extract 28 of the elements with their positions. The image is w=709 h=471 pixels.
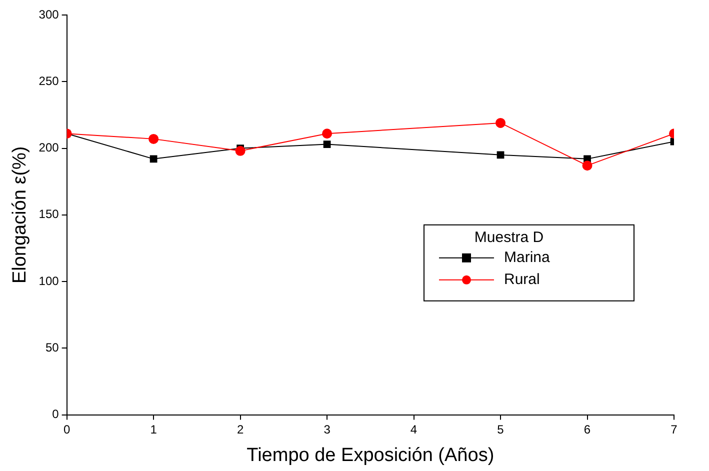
point xyxy=(582,160,592,171)
x-tick-label: 0 xyxy=(63,422,70,436)
point xyxy=(323,140,331,148)
y-tick-label: 250 xyxy=(38,74,60,88)
x-tick-label: 4 xyxy=(410,422,418,436)
x-tick-label: 1 xyxy=(150,422,158,436)
y-tick-label: 300 xyxy=(38,7,60,22)
y-tick-label: 50 xyxy=(45,340,60,354)
point xyxy=(496,151,504,159)
legend-label: Rural xyxy=(504,271,540,288)
y-axis-title: Elongación ε(%) xyxy=(10,146,31,284)
point xyxy=(496,118,506,128)
legend-title: Muestra D xyxy=(474,229,544,246)
y-tick-label: 200 xyxy=(38,140,60,155)
x-tick-label: 2 xyxy=(236,422,244,436)
y-tick-label: 0 xyxy=(52,407,60,422)
point xyxy=(148,134,159,144)
x-axis-title: Tiempo de Exposición (Años) xyxy=(246,444,494,466)
y-tick-label: 100 xyxy=(38,274,60,288)
legend-label: Marina xyxy=(504,249,551,266)
y-tick-label: 150 xyxy=(38,207,60,222)
x-tick-label: 7 xyxy=(670,422,678,436)
x-tick-label: 3 xyxy=(324,422,331,436)
x-tick-label: 5 xyxy=(497,422,504,436)
point xyxy=(235,146,246,156)
x-tick-label: 6 xyxy=(584,422,591,436)
point xyxy=(322,128,332,139)
point xyxy=(150,155,158,163)
